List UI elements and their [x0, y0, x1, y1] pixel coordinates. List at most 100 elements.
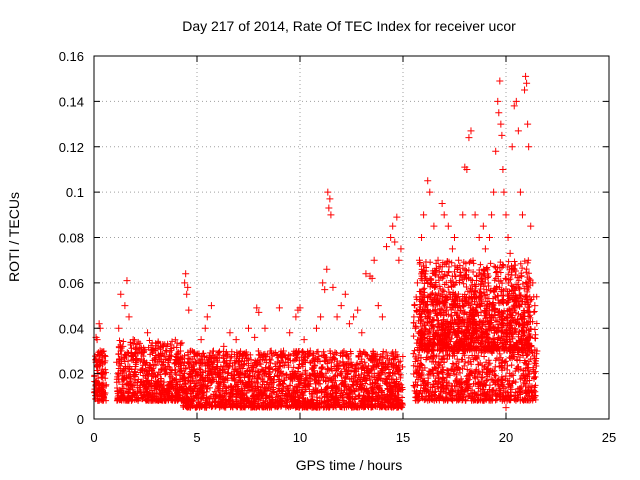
density-mark: [331, 402, 338, 409]
density-mark: [412, 390, 419, 397]
density-mark: [432, 272, 439, 279]
density-mark: [399, 353, 406, 360]
density-mark: [94, 351, 101, 358]
density-mark: [205, 378, 212, 385]
density-mark: [465, 343, 472, 350]
density-mark: [220, 379, 227, 386]
density-mark: [300, 399, 307, 406]
density-mark: [526, 383, 533, 390]
density-mark: [494, 391, 501, 398]
density-mark: [497, 354, 504, 361]
density-mark: [273, 398, 280, 405]
density-mark: [340, 389, 347, 396]
density-mark: [172, 336, 179, 343]
density-mark: [495, 296, 502, 303]
density-mark: [456, 328, 463, 335]
density-mark: [456, 366, 463, 373]
density-mark: [132, 349, 139, 356]
density-mark: [159, 362, 166, 369]
density-mark: [167, 396, 174, 403]
density-mark: [372, 396, 379, 403]
density-mark: [377, 353, 384, 360]
density-mark: [397, 358, 404, 365]
density-mark: [475, 312, 482, 319]
density-mark: [450, 361, 457, 368]
density-mark: [421, 334, 428, 341]
density-mark: [520, 324, 527, 331]
density-mark: [511, 396, 518, 403]
density-mark: [418, 311, 425, 318]
density-mark: [393, 351, 400, 358]
density-mark: [389, 349, 396, 356]
density-mark: [195, 398, 202, 405]
density-mark: [301, 404, 308, 411]
density-mark: [376, 356, 383, 363]
density-mark: [382, 370, 389, 377]
density-mark: [424, 328, 431, 335]
density-mark: [137, 358, 144, 365]
density-mark: [163, 369, 170, 376]
density-mark: [312, 402, 319, 409]
density-mark: [163, 386, 170, 393]
density-mark: [134, 390, 141, 397]
density-mark: [225, 369, 232, 376]
density-mark: [426, 371, 433, 378]
density-mark: [238, 370, 245, 377]
density-mark: [125, 389, 132, 396]
density-mark: [332, 394, 339, 401]
density-mark: [504, 308, 511, 315]
density-mark: [299, 389, 306, 396]
density-mark: [151, 361, 158, 368]
density-mark: [131, 369, 138, 376]
density-mark: [219, 393, 226, 400]
density-mark: [247, 351, 254, 358]
density-mark: [324, 384, 331, 391]
density-mark: [524, 352, 531, 359]
density-mark: [266, 394, 273, 401]
density-mark: [493, 393, 500, 400]
density-mark: [413, 388, 420, 395]
density-mark: [255, 387, 262, 394]
density-mark: [512, 294, 519, 301]
density-mark: [493, 268, 500, 275]
density-mark: [532, 357, 539, 364]
density-mark: [517, 260, 524, 267]
density-mark: [369, 386, 376, 393]
density-mark: [132, 373, 139, 380]
density-mark: [353, 379, 360, 386]
density-mark: [369, 379, 376, 386]
density-mark: [132, 344, 139, 351]
density-mark: [294, 393, 301, 400]
density-mark: [255, 403, 262, 410]
density-mark: [317, 370, 324, 377]
density-mark: [215, 374, 222, 381]
density-mark: [190, 385, 197, 392]
density-mark: [358, 382, 365, 389]
density-mark: [359, 397, 366, 404]
density-mark: [237, 371, 244, 378]
density-mark: [169, 338, 176, 345]
density-mark: [518, 301, 525, 308]
density-mark: [480, 337, 487, 344]
density-mark: [164, 343, 171, 350]
density-mark: [261, 372, 268, 379]
density-mark: [327, 390, 334, 397]
density-mark: [362, 403, 369, 410]
density-mark: [258, 404, 265, 411]
density-mark: [126, 368, 133, 375]
density-mark: [246, 380, 253, 387]
density-mark: [480, 346, 487, 353]
density-mark: [255, 393, 262, 400]
density-mark: [340, 361, 347, 368]
density-mark: [257, 368, 264, 375]
density-mark: [210, 366, 217, 373]
density-mark: [143, 368, 150, 375]
density-mark: [486, 382, 493, 389]
density-mark: [410, 319, 417, 326]
density-mark: [358, 365, 365, 372]
density-mark: [531, 308, 538, 315]
density-mark: [365, 369, 372, 376]
density-mark: [421, 364, 428, 371]
density-mark: [411, 302, 418, 309]
